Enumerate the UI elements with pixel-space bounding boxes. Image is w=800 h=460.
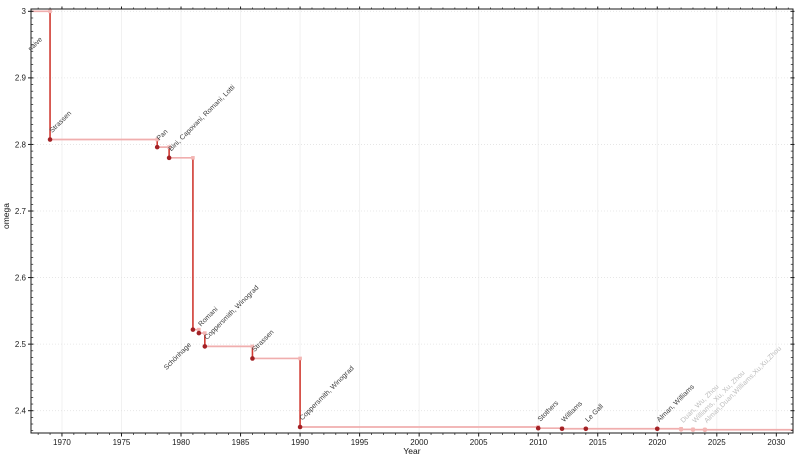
data-point-marker xyxy=(47,137,53,142)
step-corner-marker xyxy=(191,156,195,160)
discovery-label: Schönhage xyxy=(163,342,193,372)
step-corner-marker xyxy=(250,344,255,349)
x-tick-label: 2025 xyxy=(708,438,726,447)
y-tick-label: 2.8 xyxy=(15,140,27,149)
discovery-label: Coppersmith, Winograd xyxy=(299,365,356,422)
discovery-label: Stothers xyxy=(537,400,561,424)
data-point-marker xyxy=(154,144,160,150)
data-point-marker xyxy=(690,427,696,432)
annotation-group: Stothers xyxy=(537,400,561,424)
discovery-label: Strassen xyxy=(251,329,276,354)
y-tick-label: 2.4 xyxy=(15,407,27,416)
y-tick-label: 3 xyxy=(22,7,27,16)
discovery-label: Williams xyxy=(561,400,585,424)
discovery-label: Williams, Xu, Xu, Zhou xyxy=(692,370,747,425)
x-tick-label: 2005 xyxy=(470,438,488,447)
data-point-marker xyxy=(702,427,708,433)
discovery-label: Bini, Capovani, Romani, Lotti xyxy=(168,84,237,153)
annotation-group: Schönhage xyxy=(163,342,193,372)
discovery-label: naive xyxy=(27,36,44,53)
x-tick-label: 2020 xyxy=(648,438,666,447)
discovery-label: Strassen xyxy=(49,110,74,135)
x-tick-label: 1975 xyxy=(113,438,131,447)
y-tick-label: 2.7 xyxy=(15,207,27,216)
data-point-marker xyxy=(166,155,172,161)
discovery-label: Pan xyxy=(156,128,170,142)
step-corner-marker xyxy=(167,145,171,149)
data-point-marker xyxy=(250,356,255,361)
data-point-marker xyxy=(297,424,303,430)
x-tick-label: 2000 xyxy=(410,438,428,447)
annotation-group: Williams xyxy=(561,400,585,424)
step-corner-marker xyxy=(155,137,160,142)
x-tick-label: 1995 xyxy=(351,438,369,447)
data-point-marker xyxy=(196,330,202,336)
data-point-marker xyxy=(190,327,196,332)
step-corner-marker xyxy=(48,9,52,14)
data-point-marker xyxy=(678,427,684,432)
plot-frame xyxy=(30,8,794,434)
annotation-group: Strassen xyxy=(49,110,74,135)
data-point-marker xyxy=(202,344,208,349)
step-corner-marker xyxy=(203,331,207,335)
data-point-marker xyxy=(535,425,541,431)
discovery-label: Le Gall xyxy=(584,403,605,424)
step-corner-marker xyxy=(197,327,201,332)
x-axis-title: Year xyxy=(403,446,421,456)
annotation-group: Le Gall xyxy=(584,403,605,424)
y-axis-title: omega xyxy=(1,203,11,229)
x-tick-label: 2015 xyxy=(589,438,607,447)
annotation-group: Coppersmith, Winograd xyxy=(299,365,356,422)
y-tick-label: 2.9 xyxy=(15,74,27,83)
annotation-group: naive xyxy=(27,36,44,53)
x-tick-label: 1980 xyxy=(172,438,190,447)
x-tick-label: 2010 xyxy=(529,438,547,447)
x-tick-label: 1985 xyxy=(232,438,250,447)
data-point-marker xyxy=(583,426,589,432)
annotation-group: Pan xyxy=(156,128,170,142)
data-point-marker xyxy=(654,426,660,432)
y-tick-label: 2.6 xyxy=(15,273,27,282)
step-corner-marker xyxy=(298,356,302,361)
data-point-marker xyxy=(559,426,565,432)
x-tick-label: 1990 xyxy=(291,438,309,447)
annotation-group: Strassen xyxy=(251,329,276,354)
y-tick-label: 2.5 xyxy=(15,340,27,349)
annotation-group: Williams, Xu, Xu, Zhou xyxy=(692,370,747,425)
x-tick-label: 1970 xyxy=(53,438,71,447)
annotation-group: Bini, Capovani, Romani, Lotti xyxy=(168,84,237,153)
x-tick-label: 2030 xyxy=(767,438,785,447)
